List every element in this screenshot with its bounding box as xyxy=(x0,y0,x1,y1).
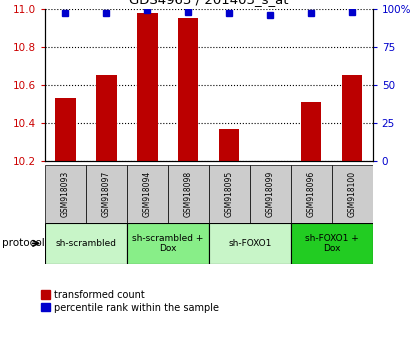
Bar xyxy=(209,223,291,264)
Text: GSM918098: GSM918098 xyxy=(184,171,193,217)
Text: GSM918093: GSM918093 xyxy=(61,171,70,217)
Text: GSM918094: GSM918094 xyxy=(143,171,152,217)
Bar xyxy=(209,165,250,223)
Bar xyxy=(45,165,86,223)
Bar xyxy=(291,223,373,264)
Text: protocol: protocol xyxy=(2,238,45,249)
Text: GSM918099: GSM918099 xyxy=(266,171,275,217)
Text: sh-FOXO1: sh-FOXO1 xyxy=(228,239,271,248)
Text: GSM918100: GSM918100 xyxy=(348,171,356,217)
Bar xyxy=(127,223,209,264)
Legend: transformed count, percentile rank within the sample: transformed count, percentile rank withi… xyxy=(42,290,219,313)
Bar xyxy=(86,165,127,223)
Bar xyxy=(291,165,332,223)
Bar xyxy=(219,129,239,161)
Bar xyxy=(250,165,290,223)
Title: GDS4963 / 201403_s_at: GDS4963 / 201403_s_at xyxy=(129,0,288,6)
Bar xyxy=(342,75,362,161)
Bar xyxy=(127,165,168,223)
Text: GSM918096: GSM918096 xyxy=(307,171,316,217)
Bar xyxy=(332,165,373,223)
Text: sh-FOXO1 +
Dox: sh-FOXO1 + Dox xyxy=(305,234,359,253)
Text: GSM918095: GSM918095 xyxy=(225,171,234,217)
Text: sh-scrambled +
Dox: sh-scrambled + Dox xyxy=(132,234,203,253)
Bar xyxy=(137,13,158,161)
Bar xyxy=(96,75,117,161)
Bar xyxy=(55,98,76,161)
Bar xyxy=(301,102,322,161)
Bar xyxy=(168,165,209,223)
Text: sh-scrambled: sh-scrambled xyxy=(55,239,116,248)
Bar xyxy=(45,223,127,264)
Bar xyxy=(178,18,198,161)
Text: GSM918097: GSM918097 xyxy=(102,171,111,217)
